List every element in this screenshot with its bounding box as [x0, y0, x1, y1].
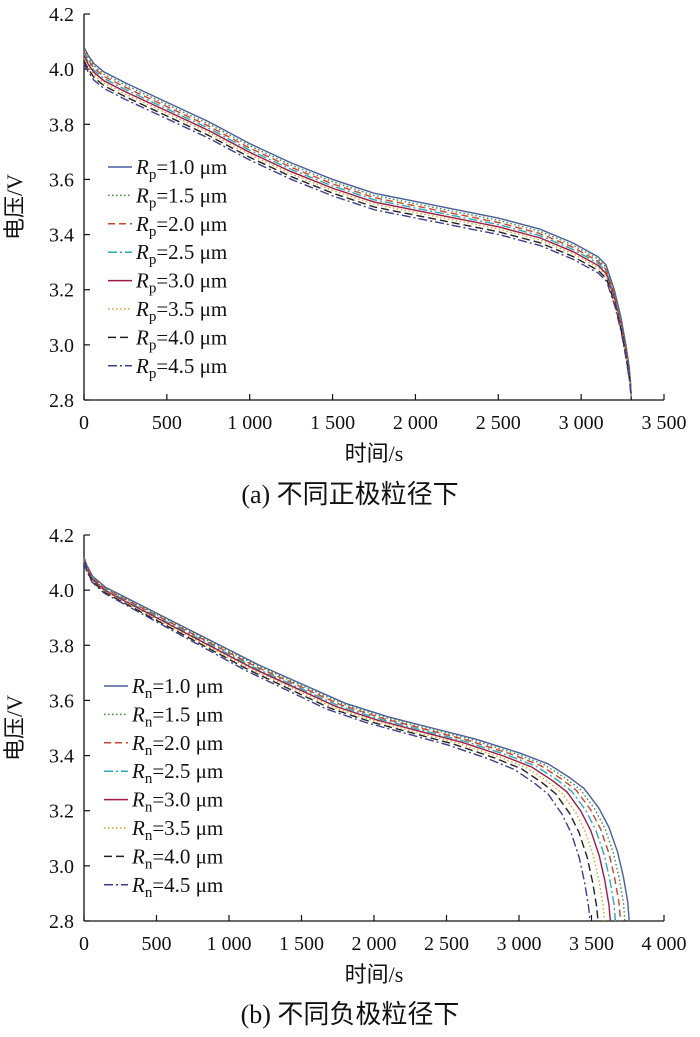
legend-label: Rp=2.0 μm: [135, 212, 227, 240]
y-tick-label: 3.0: [49, 856, 74, 878]
x-tick-label: 3 000: [497, 933, 542, 955]
series-line-3: [83, 558, 622, 922]
y-axis-title: 电压/V: [2, 695, 27, 761]
y-tick-label: 4.2: [49, 4, 74, 26]
x-tick-label: 500: [152, 412, 182, 434]
y-tick-label: 3.8: [49, 114, 74, 136]
legend-label: Rn=1.0 μm: [131, 674, 223, 702]
series-line-6: [83, 57, 633, 398]
legend-label: Rp=3.0 μm: [135, 269, 227, 297]
x-tick-label: 2 500: [424, 933, 469, 955]
y-tick-label: 2.8: [49, 390, 74, 412]
x-tick-label: 3 000: [559, 412, 604, 434]
x-tick-label: 4 000: [642, 933, 687, 955]
x-tick-label: 0: [79, 933, 89, 955]
x-tick-label: 1 500: [279, 933, 324, 955]
series-line-6: [83, 560, 606, 922]
series-line-1: [83, 46, 632, 387]
legend-label: Rn=3.0 μm: [131, 788, 223, 816]
y-tick-label: 3.8: [49, 635, 74, 657]
y-tick-label: 3.2: [49, 280, 74, 302]
y-tick-label: 3.6: [49, 169, 74, 191]
y-tick-label: 3.6: [49, 690, 74, 712]
x-tick-label: 3 500: [569, 933, 614, 955]
x-tick-label: 2 000: [352, 933, 397, 955]
legend-label: Rn=2.5 μm: [131, 759, 223, 787]
legend-label: Rn=3.5 μm: [131, 816, 223, 844]
series-line-5: [83, 560, 612, 922]
x-tick-label: 0: [79, 412, 89, 434]
y-tick-label: 3.4: [49, 746, 74, 768]
legend-label: Rn=4.5 μm: [131, 873, 223, 901]
series-line-7: [83, 561, 599, 922]
legend-label: Rp=3.5 μm: [135, 297, 227, 325]
series-line-8: [83, 562, 591, 922]
y-tick-label: 4.0: [49, 59, 74, 81]
x-axis-title: 时间/s: [345, 441, 404, 466]
series-line-4: [83, 559, 617, 922]
x-tick-label: 500: [142, 933, 172, 955]
x-tick-label: 2 500: [476, 412, 521, 434]
x-axis-title: 时间/s: [345, 962, 404, 987]
legend-label: Rn=2.0 μm: [131, 731, 223, 759]
y-tick-label: 3.0: [49, 335, 74, 357]
x-tick-label: 1 000: [227, 412, 272, 434]
x-tick-label: 2 000: [393, 412, 438, 434]
legend-label: Rp=2.5 μm: [135, 240, 227, 268]
y-tick-label: 3.4: [49, 225, 74, 247]
legend-label: Rp=4.0 μm: [135, 325, 227, 353]
chart-panel-a: 2.8 3.0 3.2 3.4 3.6 3.8 4.0 4.2 0 500 1 000 1 500 2 …: [2, 4, 687, 509]
y-tick-label: 4.0: [49, 580, 74, 602]
legend-label: Rp=4.5 μm: [135, 354, 227, 382]
x-tick-label: 3 500: [642, 412, 687, 434]
chart-panel-b: 2.8 3.0 3.2 3.4 3.6 3.8 4.0 4.2 0 500 1 000 1 500 2 …: [2, 525, 687, 1029]
y-tick-label: 2.8: [49, 911, 74, 933]
y-tick-label: 3.2: [49, 801, 74, 823]
series-line-1: [83, 556, 630, 922]
panel-caption: (b) 不同负极粒径下: [241, 1000, 460, 1029]
series-line-2: [83, 557, 626, 922]
y-tick-label: 4.2: [49, 525, 74, 547]
x-tick-label: 1 500: [310, 412, 355, 434]
legend-label: Rn=1.5 μm: [131, 702, 223, 730]
legend-label: Rp=1.0 μm: [135, 155, 227, 183]
series-line-7: [83, 60, 633, 401]
legend-label: Rn=4.0 μm: [131, 844, 223, 872]
y-axis-title: 电压/V: [2, 174, 27, 240]
series-line-2: [83, 48, 632, 389]
legend-label: Rp=1.5 μm: [135, 183, 227, 211]
panel-caption: (a) 不同正极粒径下: [241, 480, 458, 509]
x-tick-label: 1 000: [207, 933, 252, 955]
